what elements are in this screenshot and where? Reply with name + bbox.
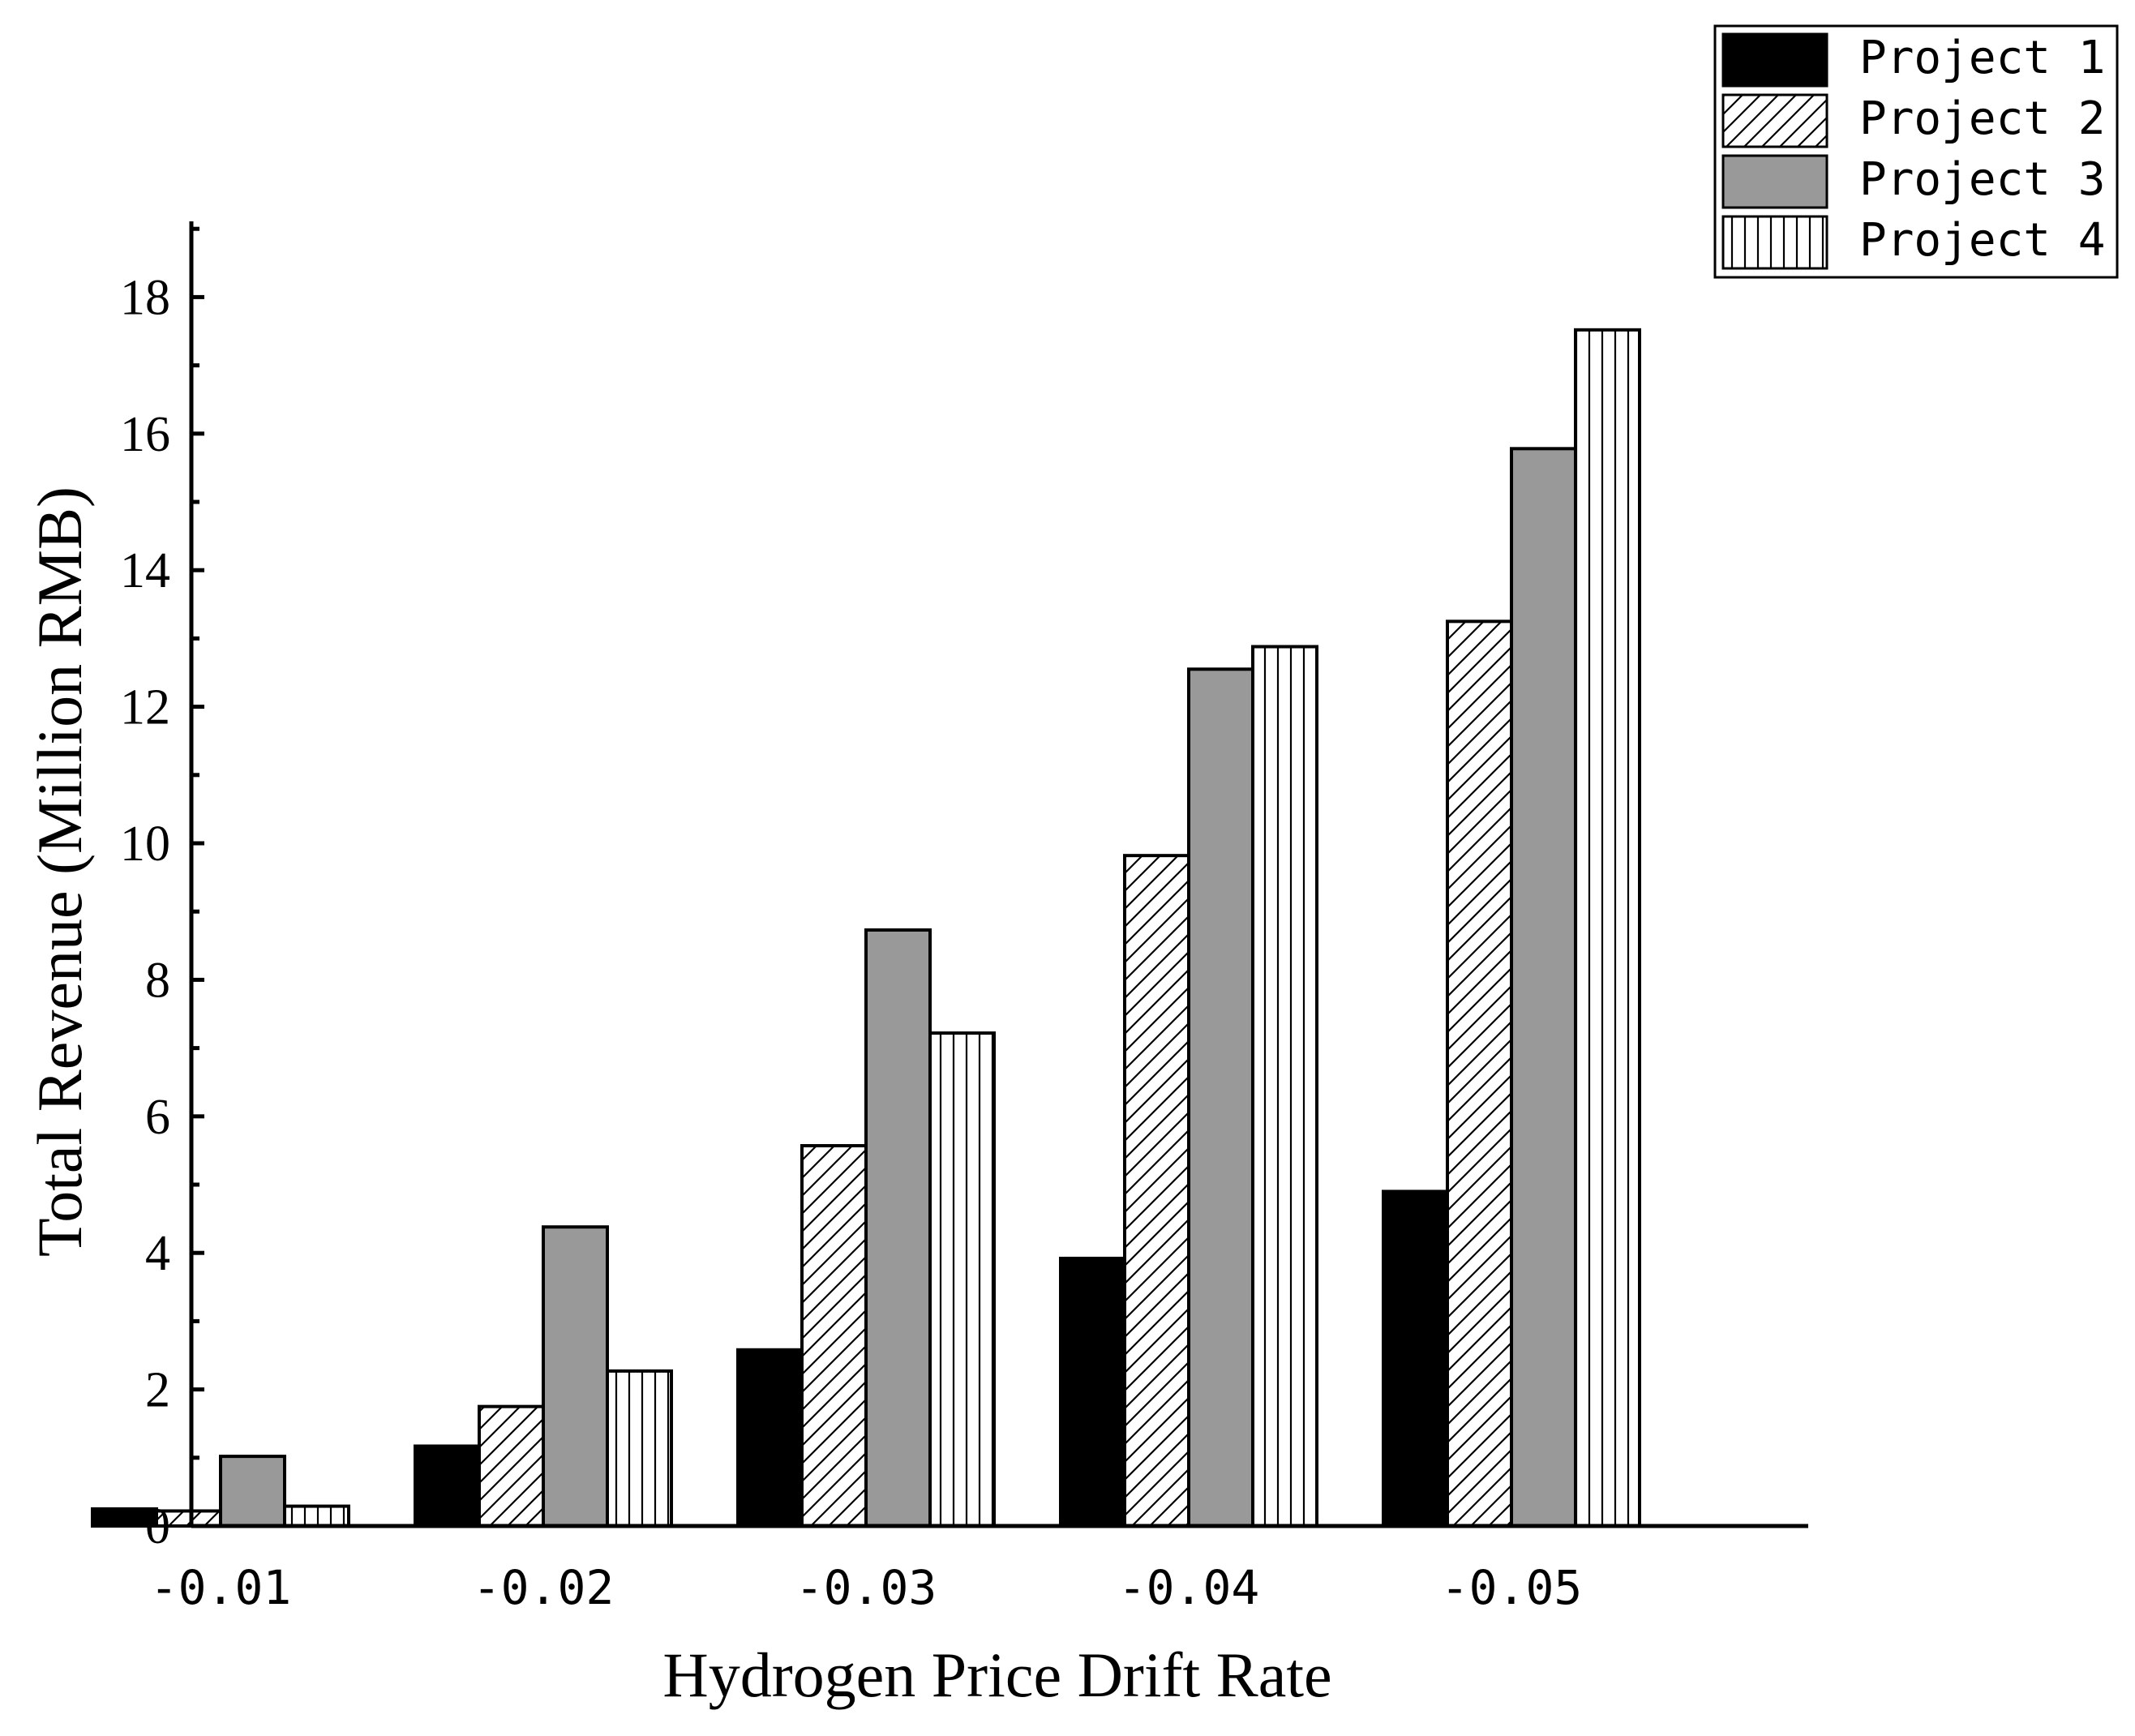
x-tick-label: -0.04 xyxy=(1118,1560,1260,1615)
bar-project-1--0.05 xyxy=(1382,1189,1449,1528)
bar-project-4--0.03 xyxy=(928,1031,996,1528)
bar-project-2--0.02 xyxy=(478,1404,545,1528)
legend-label: Project 1 xyxy=(1859,32,2105,84)
bar-project-3--0.02 xyxy=(542,1225,609,1528)
bar-project-3--0.03 xyxy=(864,928,932,1528)
bar-project-3--0.04 xyxy=(1187,667,1254,1528)
bar-project-4--0.04 xyxy=(1251,645,1318,1528)
bar-project-1--0.03 xyxy=(736,1348,804,1528)
bar-project-1--0.02 xyxy=(414,1444,481,1528)
y-tick-label: 18 xyxy=(120,270,170,325)
legend-swatch xyxy=(1721,154,1828,209)
bar-project-3--0.05 xyxy=(1510,447,1577,1528)
legend-swatch xyxy=(1721,93,1828,148)
x-tick-label: -0.01 xyxy=(150,1560,292,1615)
y-axis-title: Total Revenue (Million RMB) xyxy=(24,487,95,1257)
y-tick-label: 14 xyxy=(120,543,170,598)
y-tick-label: 12 xyxy=(120,680,170,735)
y-tick-label: 10 xyxy=(120,817,170,872)
bar-project-2--0.04 xyxy=(1123,854,1190,1528)
bar-project-1--0.04 xyxy=(1059,1256,1126,1528)
legend-label: Project 2 xyxy=(1859,92,2105,145)
y-tick-label: 2 xyxy=(145,1363,170,1418)
y-tick-label: 4 xyxy=(145,1226,170,1281)
bar-project-2--0.05 xyxy=(1446,619,1513,1528)
bar-project-4--0.02 xyxy=(606,1369,673,1528)
y-tick-label: 8 xyxy=(145,953,170,1008)
y-tick-label: 0 xyxy=(145,1499,170,1554)
x-tick-label: -0.02 xyxy=(473,1560,615,1615)
bar-project-4--0.05 xyxy=(1574,328,1641,1528)
legend-label: Project 3 xyxy=(1859,153,2105,206)
bar-project-4--0.01 xyxy=(283,1504,350,1528)
legend-label: Project 4 xyxy=(1859,214,2105,267)
bar-project-2--0.03 xyxy=(800,1144,868,1528)
y-tick-label: 16 xyxy=(120,407,170,462)
x-axis-title: Hydrogen Price Drift Rate xyxy=(662,1640,1331,1710)
legend-swatch xyxy=(1721,215,1828,270)
y-tick-label: 6 xyxy=(145,1090,170,1145)
x-tick-label: -0.03 xyxy=(795,1560,937,1615)
legend-swatch xyxy=(1721,32,1828,88)
x-tick-label: -0.05 xyxy=(1441,1560,1583,1615)
bar-project-3--0.01 xyxy=(219,1455,286,1528)
